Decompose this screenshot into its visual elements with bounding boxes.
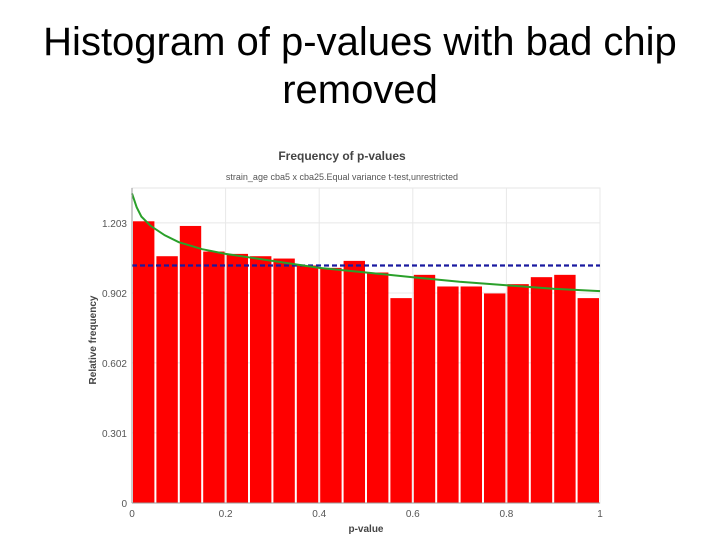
x-tick-label: 0 xyxy=(129,509,135,520)
overlay-lines xyxy=(131,193,601,293)
x-tick-label: 0.8 xyxy=(499,509,513,520)
chart-subtitle: strain_age cba5 x cba25.Equal variance t… xyxy=(226,172,458,182)
slide-title-line-1: Histogram of p-values with bad chip xyxy=(43,20,677,64)
histogram-bar xyxy=(156,256,178,503)
histogram-bar xyxy=(554,274,576,503)
grid-lines xyxy=(131,187,601,504)
histogram-bar xyxy=(577,298,599,503)
histogram-bar xyxy=(296,265,319,503)
bars xyxy=(133,221,599,504)
histogram-bar xyxy=(460,286,482,503)
x-tick-label: 0.6 xyxy=(406,509,420,520)
histogram-bar xyxy=(484,293,506,503)
histogram-bar xyxy=(179,225,202,503)
histogram-bar xyxy=(413,274,436,503)
histogram-bar xyxy=(203,251,225,503)
chart-title: Frequency of p-values xyxy=(278,149,406,163)
axes: 0 0.2 0.4 0.6 0.8 1 0 0.301 0.602 0.902 1.203 xyxy=(102,188,603,520)
y-tick-label: 1.203 xyxy=(102,219,127,230)
plot-area xyxy=(131,187,601,504)
histogram-bar xyxy=(343,260,365,503)
x-tick-label: 0.2 xyxy=(219,509,233,520)
x-tick-label: 1 xyxy=(597,509,603,520)
histogram-bar xyxy=(367,272,389,503)
slide-title-line-2: removed xyxy=(282,68,438,112)
fit-curve xyxy=(131,193,601,293)
y-tick-label: 0.902 xyxy=(102,289,127,300)
histogram-bar xyxy=(250,256,272,503)
y-tick-label: 0.301 xyxy=(102,429,127,440)
histogram-bar xyxy=(530,277,553,503)
histogram-bar xyxy=(390,298,412,503)
histogram-bar xyxy=(320,267,342,503)
x-axis-label: p-value xyxy=(348,524,383,535)
histogram-bar xyxy=(273,258,295,503)
histogram-bar xyxy=(437,286,459,503)
y-tick-label: 0.602 xyxy=(102,359,127,370)
histogram-bar xyxy=(507,284,529,503)
y-axis-label: Relative frequency xyxy=(88,295,99,384)
y-tick-label: 0 xyxy=(121,499,127,510)
x-tick-label: 0.4 xyxy=(312,509,326,520)
slide-title: Histogram of p-values with bad chip remo… xyxy=(0,18,720,114)
histogram-bar xyxy=(133,221,155,504)
histogram-bar xyxy=(226,253,248,503)
